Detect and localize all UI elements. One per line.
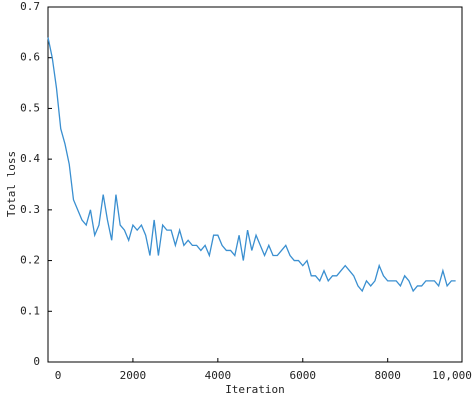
y-tick-label: 0.3	[20, 203, 40, 216]
x-tick-label: 2000	[120, 369, 147, 382]
x-tick-label: 6000	[290, 369, 317, 382]
loss-line	[47, 37, 456, 293]
x-tick-label: 4000	[205, 369, 232, 382]
x-tick-label: 10,000	[432, 369, 472, 382]
y-tick-label: 0	[33, 355, 40, 368]
y-tick-label: 0.5	[20, 101, 40, 114]
x-axis-label: Iteration	[225, 383, 285, 396]
y-tick-label: 0.4	[20, 152, 40, 165]
x-tick-label: 8000	[374, 369, 401, 382]
y-tick-label: 0.7	[20, 0, 40, 13]
x-tick-label: 0	[55, 369, 62, 382]
plot-frame	[47, 6, 463, 363]
y-tick-label: 0.6	[20, 51, 40, 64]
y-tick-label: 0.1	[20, 304, 40, 317]
y-axis-label: Total loss	[5, 151, 18, 217]
y-tick-label: 0.2	[20, 254, 40, 267]
